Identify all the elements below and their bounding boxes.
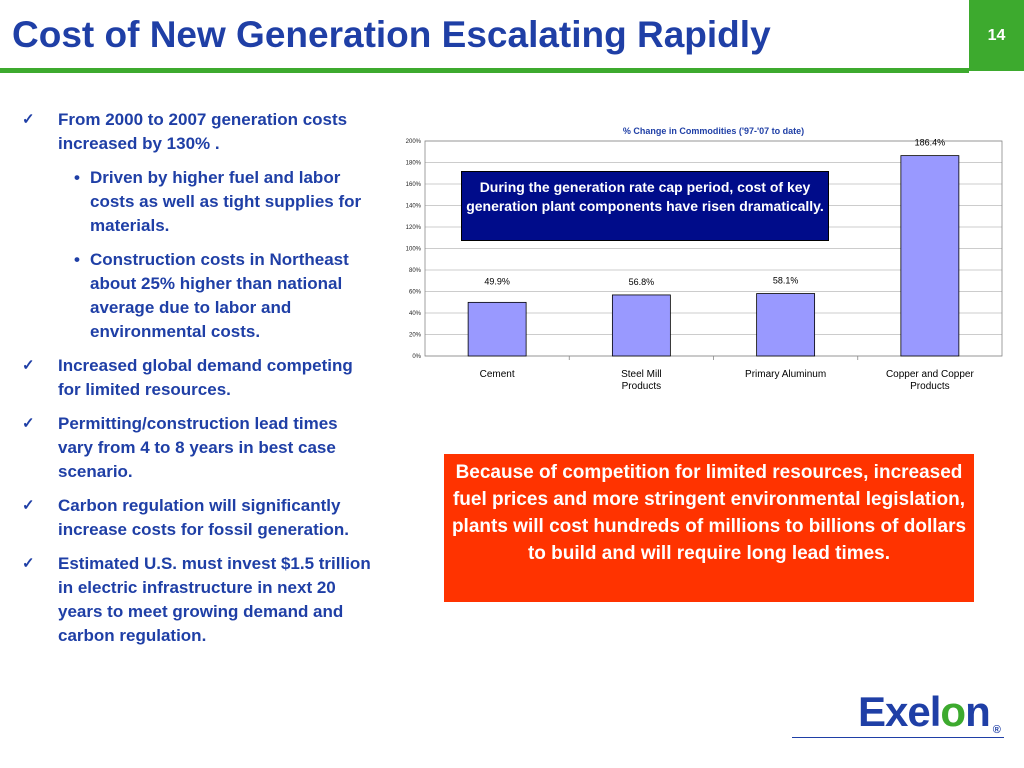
y-tick-label: 160% — [406, 182, 422, 188]
sub-bullet-item: • Construction costs in Northeast about 2… — [22, 248, 377, 344]
checkmark-icon: ✓ — [22, 357, 35, 374]
bullet-text: Increased global demand competing for li… — [58, 356, 353, 399]
bar — [756, 293, 816, 357]
chart-title: % Change in Commodities ('97-'07 to date… — [623, 126, 804, 136]
y-tick-label: 100% — [406, 247, 422, 253]
x-tick-label: Steel Mill Products — [621, 369, 662, 392]
bullet-text: Estimated U.S. must invest $1.5 trillion… — [58, 554, 371, 645]
bullet-text: Construction costs in Northeast about 25… — [90, 250, 349, 341]
bullet-text: Carbon regulation will significantly inc… — [58, 496, 349, 539]
conclusion-callout: Because of competition for limited resou… — [444, 454, 974, 602]
x-tick-label: Cement — [480, 369, 515, 380]
bullet-list: ✓ From 2000 to 2007 generation costs incr… — [22, 108, 377, 658]
slide-number: 14 — [969, 0, 1024, 71]
y-tick-label: 60% — [409, 290, 422, 296]
bullet-item: ✓ Increased global demand competing for l… — [22, 354, 377, 402]
bar-chart-svg: % Change in Commodities ('97-'07 to date… — [406, 126, 1003, 392]
exelon-logo: Exelon ® — [858, 688, 1001, 736]
y-tick-label: 120% — [406, 225, 422, 231]
sub-bullet-item: • Driven by higher fuel and labor costs a… — [22, 166, 377, 238]
checkmark-icon: ✓ — [22, 415, 35, 432]
y-tick-label: 200% — [406, 139, 422, 145]
y-tick-label: 20% — [409, 333, 422, 339]
y-tick-label: 40% — [409, 311, 422, 317]
slide-title: Cost of New Generation Escalating Rapidl… — [12, 14, 771, 55]
chart-callout: During the generation rate cap period, c… — [461, 171, 829, 241]
x-tick-label: Primary Aluminum — [745, 369, 826, 380]
y-tick-label: 0% — [412, 354, 421, 360]
bullet-dot-icon: • — [74, 168, 80, 187]
bullet-item: ✓ Carbon regulation will significantly in… — [22, 494, 377, 542]
commodities-chart: % Change in Commodities ('97-'07 to date… — [380, 120, 1010, 400]
data-label: 186.4% — [915, 138, 946, 148]
y-tick-label: 140% — [406, 204, 422, 210]
bullet-item: ✓ Permitting/construction lead times vary… — [22, 412, 377, 484]
bullet-text: From 2000 to 2007 generation costs incre… — [58, 110, 348, 153]
title-rule — [0, 68, 969, 73]
checkmark-icon: ✓ — [22, 555, 35, 572]
data-label: 56.8% — [629, 277, 655, 287]
bullet-dot-icon: • — [74, 250, 80, 269]
data-label: 58.1% — [773, 276, 799, 286]
bar — [611, 294, 671, 357]
bullet-item: ✓ Estimated U.S. must invest $1.5 trillio… — [22, 552, 377, 648]
data-label: 49.9% — [484, 276, 510, 286]
bar — [467, 301, 527, 357]
bullet-item: ✓ From 2000 to 2007 generation costs incr… — [22, 108, 377, 156]
bar — [900, 155, 960, 357]
logo-rule — [792, 737, 1004, 738]
x-tick-label: Copper and Copper Products — [886, 369, 975, 392]
checkmark-icon: ✓ — [22, 497, 35, 514]
checkmark-icon: ✓ — [22, 111, 35, 128]
y-tick-label: 80% — [409, 268, 422, 274]
y-tick-label: 180% — [406, 161, 422, 167]
bullet-text: Driven by higher fuel and labor costs as… — [90, 168, 362, 235]
bullet-text: Permitting/construction lead times vary … — [58, 414, 338, 481]
